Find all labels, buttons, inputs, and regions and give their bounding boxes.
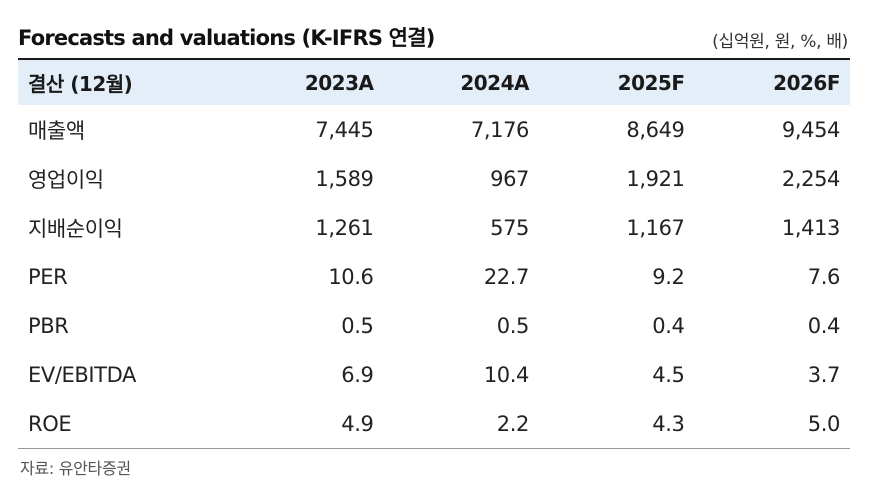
table-cell: 967 [490,166,529,191]
table-header: 결산 (12월) 2023A 2024A 2025F 2026F [18,60,850,105]
table-cell: 9.2 [652,264,685,289]
table-cell: 4.3 [652,411,685,436]
table-cell: 0.4 [807,313,841,338]
table-title: Forecasts and valuations (K-IFRS 연결) [18,26,435,50]
row-label: 영업이익 [28,167,104,192]
table-row: 영업이익 1,589 967 1,921 2,254 [18,154,850,203]
table-cell: 7.6 [807,264,841,289]
table-cell: 10.4 [483,362,530,387]
table-cell: 575 [490,215,529,240]
table-cell: 9,454 [781,117,841,142]
row-label: PER [28,264,68,289]
row-label: PBR [28,313,69,338]
table-row: PBR 0.5 0.5 0.4 0.4 [18,301,850,350]
table-container: 결산 (12월) 2023A 2024A 2025F 2026F 매출액 7,4… [18,60,850,449]
table-cell: 0.4 [652,313,685,338]
header-row: 결산 (12월) 2023A 2024A 2025F 2026F [18,60,850,105]
table-body: 매출액 7,445 7,176 8,649 9,454 영업이익 1,589 9… [18,105,850,448]
table-cell: 10.6 [328,264,374,289]
table-cell: 3.7 [807,362,841,387]
table-cell: 1,261 [315,215,374,240]
col-header-2026f: 2026F [773,70,840,95]
table-cell: 1,589 [315,166,374,191]
table-cell: 4.5 [652,362,685,387]
table-cell: 5.0 [807,411,841,436]
table-row: EV/EBITDA 6.9 10.4 4.5 3.7 [18,350,850,399]
table-cell: 2.2 [496,411,530,436]
table-cell: 2,254 [781,166,841,191]
table-cell: 0.5 [341,313,374,338]
table-cell: 22.7 [483,264,530,289]
table-cell: 8,649 [626,117,685,142]
row-label: EV/EBITDA [28,362,136,387]
table-row: ROE 4.9 2.2 4.3 5.0 [18,399,850,448]
table-cell: 7,445 [315,117,374,142]
col-header-period: 결산 (12월) [28,72,133,96]
table-cell: 1,413 [781,215,841,240]
table-cell: 4.9 [341,411,374,436]
source-note: 자료: 유안타증권 [20,459,131,478]
table-row: PER 10.6 22.7 9.2 7.6 [18,252,850,301]
table-cell: 6.9 [341,362,374,387]
table-row: 매출액 7,445 7,176 8,649 9,454 [18,105,850,154]
unit-note: (십억원, 원, %, 배) [712,32,848,52]
table-row: 지배순이익 1,261 575 1,167 1,413 [18,203,850,252]
col-header-2023a: 2023A [304,70,374,95]
table-cell: 1,167 [626,215,685,240]
table-cell: 0.5 [496,313,530,338]
forecast-table-panel: Forecasts and valuations (K-IFRS 연결) (십억… [18,18,850,479]
row-label: ROE [28,411,72,436]
row-label: 매출액 [28,118,85,143]
table-cell: 1,921 [626,166,685,191]
row-label: 지배순이익 [28,216,123,241]
table-cell: 7,176 [470,117,530,142]
col-header-2025f: 2025F [617,70,685,95]
forecast-table: 결산 (12월) 2023A 2024A 2025F 2026F 매출액 7,4… [18,60,850,448]
title-row: Forecasts and valuations (K-IFRS 연결) (십억… [18,18,850,60]
col-header-2024a: 2024A [460,70,529,95]
